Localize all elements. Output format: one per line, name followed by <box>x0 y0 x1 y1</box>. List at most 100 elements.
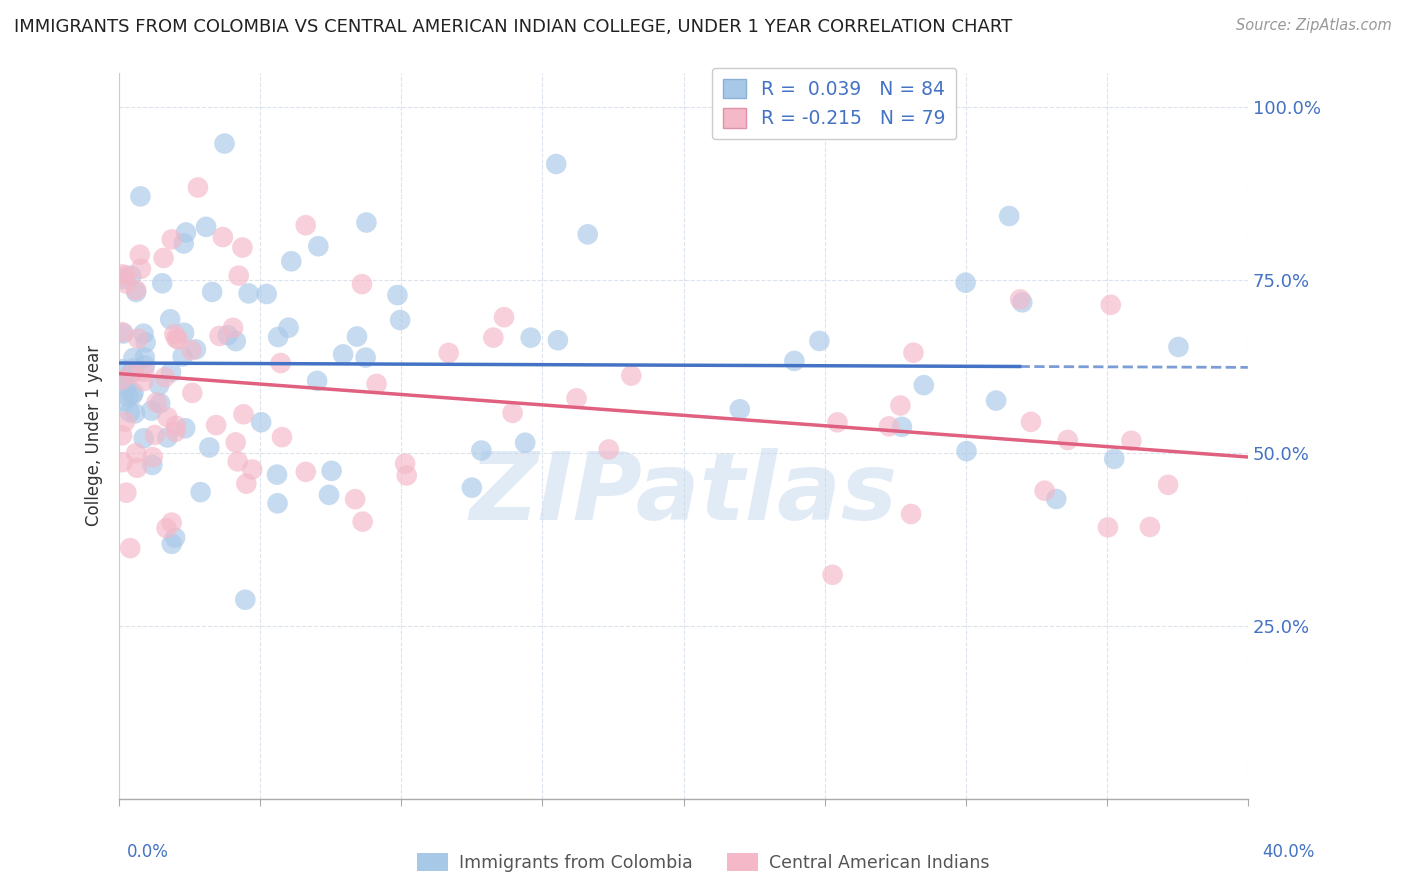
Point <box>346 329 368 343</box>
Point <box>821 567 844 582</box>
Point <box>129 189 152 203</box>
Point <box>125 285 148 299</box>
Point <box>128 248 150 262</box>
Point <box>111 272 134 286</box>
Point <box>280 254 302 268</box>
Point <box>142 450 165 464</box>
Point <box>1097 520 1119 534</box>
Point <box>111 362 134 376</box>
Point <box>546 157 568 171</box>
Text: IMMIGRANTS FROM COLOMBIA VS CENTRAL AMERICAN INDIAN COLLEGE, UNDER 1 YEAR CORREL: IMMIGRANTS FROM COLOMBIA VS CENTRAL AMER… <box>14 18 1012 36</box>
Point <box>145 395 167 409</box>
Legend: Immigrants from Colombia, Central American Indians: Immigrants from Colombia, Central Americ… <box>411 847 995 879</box>
Y-axis label: College, Under 1 year: College, Under 1 year <box>86 345 103 526</box>
Point <box>1045 491 1067 506</box>
Text: 40.0%: 40.0% <box>1263 843 1315 861</box>
Point <box>394 457 416 471</box>
Point <box>240 462 263 476</box>
Point <box>111 325 134 339</box>
Point <box>159 312 181 326</box>
Point <box>125 460 148 475</box>
Point <box>998 209 1021 223</box>
Point <box>356 215 378 229</box>
Point <box>141 403 163 417</box>
Point <box>294 465 316 479</box>
Legend: R =  0.039   N = 84, R = -0.215   N = 79: R = 0.039 N = 84, R = -0.215 N = 79 <box>711 68 956 139</box>
Point <box>250 415 273 429</box>
Point <box>120 268 142 283</box>
Point <box>212 230 235 244</box>
Point <box>195 219 218 234</box>
Point <box>318 488 340 502</box>
Point <box>198 441 221 455</box>
Point <box>152 251 174 265</box>
Point <box>174 421 197 435</box>
Point <box>160 516 183 530</box>
Point <box>955 276 977 290</box>
Point <box>1010 293 1032 307</box>
Point <box>565 392 588 406</box>
Point <box>728 402 751 417</box>
Point <box>165 331 187 345</box>
Point <box>132 326 155 341</box>
Point <box>620 368 643 383</box>
Point <box>134 365 156 379</box>
Point <box>208 329 231 343</box>
Point <box>547 333 569 347</box>
Point <box>121 367 143 381</box>
Point <box>160 537 183 551</box>
Point <box>576 227 599 242</box>
Point <box>461 481 484 495</box>
Point <box>122 385 145 400</box>
Point <box>350 277 373 292</box>
Point <box>134 351 156 365</box>
Point <box>222 321 245 335</box>
Point <box>890 420 912 434</box>
Point <box>294 218 316 232</box>
Point <box>115 277 138 291</box>
Point <box>903 345 925 359</box>
Text: ZIPatlas: ZIPatlas <box>470 448 897 540</box>
Point <box>150 277 173 291</box>
Point <box>277 320 299 334</box>
Point <box>115 485 138 500</box>
Point <box>482 330 505 344</box>
Point <box>492 310 515 325</box>
Point <box>129 261 152 276</box>
Point <box>163 327 186 342</box>
Point <box>115 380 138 394</box>
Point <box>190 485 212 500</box>
Point <box>111 455 134 469</box>
Point <box>519 331 541 345</box>
Point <box>307 239 329 253</box>
Point <box>122 361 145 376</box>
Point <box>808 334 831 348</box>
Point <box>470 443 492 458</box>
Point <box>783 354 806 368</box>
Point <box>389 313 412 327</box>
Point <box>115 268 138 283</box>
Point <box>160 232 183 246</box>
Point <box>167 332 190 346</box>
Point <box>174 226 197 240</box>
Point <box>387 288 409 302</box>
Point <box>889 399 911 413</box>
Point <box>111 374 134 388</box>
Point <box>1033 483 1056 498</box>
Point <box>122 351 145 365</box>
Point <box>395 468 418 483</box>
Point <box>256 287 278 301</box>
Text: 0.0%: 0.0% <box>127 843 169 861</box>
Point <box>173 236 195 251</box>
Point <box>111 373 134 387</box>
Point <box>955 444 977 458</box>
Point <box>231 240 253 254</box>
Point <box>233 592 256 607</box>
Point <box>366 376 388 391</box>
Point <box>238 286 260 301</box>
Point <box>120 365 142 379</box>
Point <box>135 335 157 350</box>
Point <box>984 393 1007 408</box>
Point <box>156 410 179 425</box>
Point <box>226 454 249 468</box>
